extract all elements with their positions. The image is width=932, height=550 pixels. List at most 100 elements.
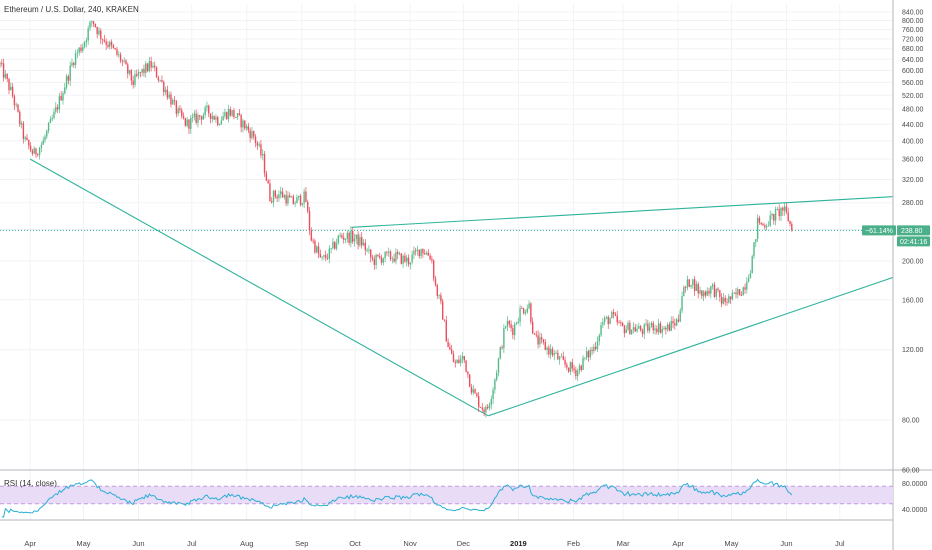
candlestick-series[interactable] <box>0 20 793 418</box>
candle <box>357 231 359 250</box>
candle <box>296 194 298 204</box>
candle <box>146 62 149 73</box>
candle <box>13 94 16 111</box>
candle <box>94 23 97 28</box>
candle <box>226 111 228 121</box>
candle <box>233 108 235 120</box>
candle <box>74 49 77 69</box>
candle <box>486 404 489 410</box>
candle <box>787 207 789 222</box>
candle <box>629 320 631 335</box>
candle <box>422 248 424 258</box>
candle <box>224 108 226 119</box>
candle <box>720 293 723 308</box>
candle <box>737 287 739 299</box>
candle <box>85 37 88 48</box>
candle <box>623 324 626 338</box>
candle <box>58 93 61 114</box>
candle <box>119 52 122 64</box>
candle <box>195 109 197 125</box>
rsi-indicator-label[interactable]: RSI (14, close) <box>4 479 57 488</box>
candle <box>19 109 21 128</box>
candle <box>148 57 151 73</box>
candle <box>326 253 329 261</box>
candle <box>42 136 44 145</box>
candle <box>177 106 179 117</box>
candle <box>154 61 156 72</box>
candle <box>6 73 8 82</box>
last-price-label: 238.80 <box>901 228 923 235</box>
candle <box>175 100 178 118</box>
candle <box>240 113 242 133</box>
candle <box>71 58 73 68</box>
candle <box>558 355 561 365</box>
candle <box>364 239 367 256</box>
candle <box>582 355 584 371</box>
candle <box>731 289 734 301</box>
candle <box>377 254 379 258</box>
candle <box>310 227 313 242</box>
candle <box>432 259 435 282</box>
candle <box>334 241 336 250</box>
candle <box>762 222 764 226</box>
candle <box>672 316 674 329</box>
candle <box>765 223 768 231</box>
candle <box>60 91 62 101</box>
trendline-descending-support[interactable] <box>29 158 489 417</box>
y-tick-label: 480.00 <box>902 107 924 114</box>
candle <box>656 325 658 335</box>
candle <box>607 315 609 329</box>
candle <box>127 62 129 79</box>
candle <box>562 351 564 361</box>
candle <box>560 353 563 358</box>
chart-title[interactable]: Ethereum / U.S. Dollar, 240, KRAKEN <box>4 5 139 14</box>
candle <box>150 56 152 72</box>
candle <box>145 60 147 78</box>
candle <box>738 288 741 296</box>
candle <box>33 146 35 154</box>
candle <box>733 291 735 294</box>
candle <box>650 321 653 328</box>
candle <box>280 186 282 199</box>
candle <box>303 188 305 209</box>
candle <box>722 292 725 305</box>
candle <box>350 226 352 248</box>
candle <box>447 338 449 348</box>
candle <box>747 274 750 283</box>
candle <box>609 317 611 325</box>
candle <box>386 251 388 256</box>
candle <box>573 364 575 374</box>
candle <box>584 357 586 361</box>
candle <box>791 221 793 232</box>
time-axis[interactable]: Apr May Jun Jul Aug Sep Oct Nov Dec 2019 Feb Mar Apr… <box>24 539 845 548</box>
x-tick-label: Dec <box>457 539 471 548</box>
candle <box>533 333 536 335</box>
trendline-upper-channel[interactable] <box>351 196 894 228</box>
candle <box>143 64 145 77</box>
countdown-label: 02:41:16 <box>900 239 927 246</box>
candle <box>674 318 676 330</box>
candle <box>522 307 525 315</box>
candle <box>729 296 732 304</box>
candle <box>337 234 340 245</box>
trendlines[interactable] <box>29 158 894 417</box>
trendline-rising-support[interactable] <box>488 276 894 417</box>
candle <box>290 195 293 198</box>
candle <box>172 97 174 105</box>
candle <box>708 287 710 297</box>
candle <box>11 83 14 99</box>
candle <box>193 110 196 121</box>
candle <box>589 347 591 361</box>
candle <box>355 234 358 244</box>
candle <box>477 391 480 412</box>
candle <box>366 247 368 253</box>
candle <box>370 248 372 263</box>
candle <box>1 59 3 67</box>
rsi-upper-label: 80.0000 <box>902 481 927 488</box>
rsi-pane[interactable] <box>0 478 893 518</box>
price-axis[interactable]: 80.00120.00160.00200.00240.00280.00320.0… <box>902 10 924 475</box>
candle <box>78 47 80 56</box>
candle <box>213 115 215 121</box>
candle <box>247 122 250 134</box>
